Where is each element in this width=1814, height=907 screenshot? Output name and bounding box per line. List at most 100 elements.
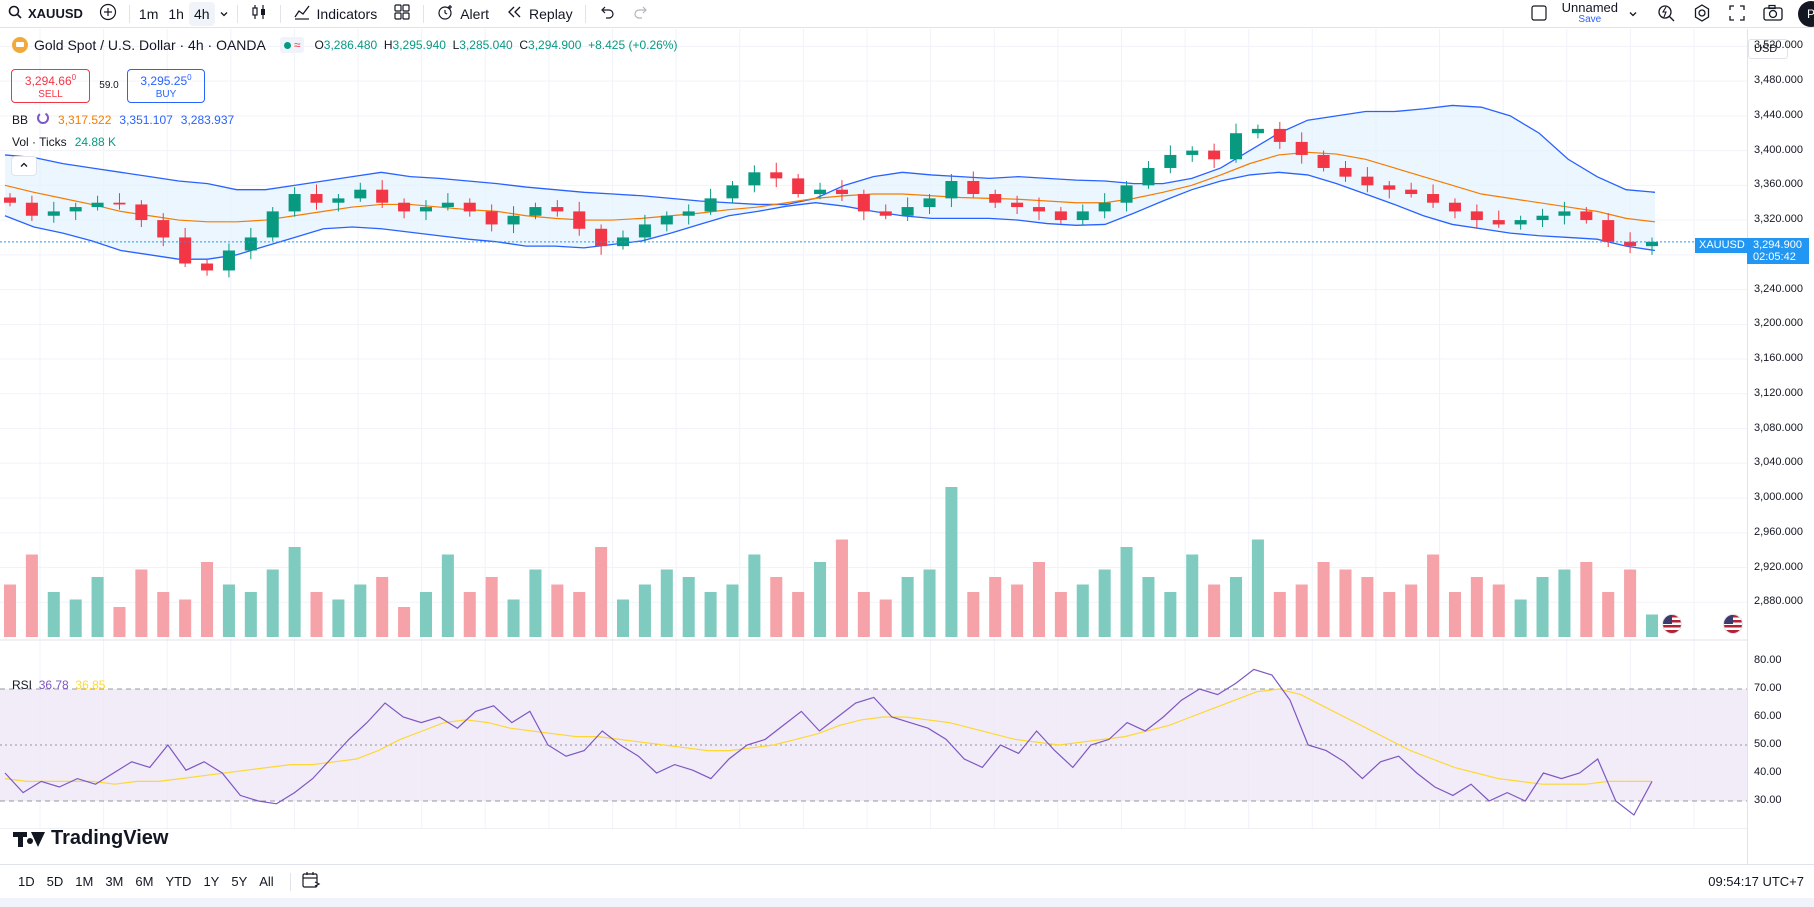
candle-body	[1514, 220, 1527, 225]
symbol-search[interactable]: XAUUSD	[0, 0, 91, 28]
price-tick-label: 3,320.000	[1754, 213, 1803, 226]
volume-bar	[1427, 554, 1440, 637]
templates-button[interactable]	[385, 0, 419, 28]
volume-bar	[69, 599, 82, 637]
lightning-search-icon	[1656, 3, 1676, 26]
candle-body	[310, 194, 323, 203]
goto-date-button[interactable]	[301, 871, 321, 892]
alert-button[interactable]: Alert	[428, 0, 497, 28]
range-button-6m[interactable]: 6M	[135, 874, 154, 889]
chart-canvas[interactable]	[0, 29, 1747, 829]
clock[interactable]: 09:54:17 UTC+7	[1708, 874, 1804, 889]
interval-dropdown[interactable]	[215, 0, 233, 28]
redo-button[interactable]	[624, 0, 658, 28]
layout-name: Unnamed	[1561, 0, 1618, 15]
candle-body	[1361, 176, 1374, 186]
volume-bar	[595, 547, 608, 637]
rsi-legend[interactable]: RSI 36.78 36.85	[12, 678, 105, 692]
candle-body	[879, 211, 892, 216]
tradingview-watermark[interactable]: TradingView	[13, 827, 168, 850]
candle-body	[1448, 202, 1461, 212]
candle-body	[770, 172, 783, 179]
volume-bar	[398, 607, 411, 637]
candle-body	[682, 211, 695, 216]
layout-checkbox[interactable]	[1522, 0, 1556, 28]
buy-button[interactable]: 3,295.250 BUY	[127, 69, 205, 103]
bb-upper-line	[4, 104, 1656, 206]
rsi-label: RSI	[12, 678, 33, 692]
interval-1h[interactable]: 1h	[168, 5, 184, 22]
replay-button[interactable]: Replay	[497, 0, 581, 28]
bb-legend[interactable]: BB 3,317.522 3,351.107 3,283.937	[12, 111, 234, 128]
symbol-title[interactable]: Gold Spot / U.S. Dollar · 4h · OANDA	[34, 37, 266, 53]
indicators-label: Indicators	[316, 5, 378, 22]
volume-bar	[310, 592, 323, 637]
range-button-5y[interactable]: 5Y	[231, 874, 248, 889]
fullscreen-icon	[1728, 4, 1746, 25]
collapse-legend-button[interactable]	[11, 156, 37, 176]
rsi-tick-label: 40.00	[1754, 766, 1782, 778]
volume-bar	[135, 569, 148, 637]
volume-bar	[441, 554, 454, 637]
volume-bar	[1186, 554, 1199, 637]
volume-bar	[1383, 592, 1396, 637]
range-button-1m[interactable]: 1M	[75, 874, 94, 889]
divider	[128, 4, 130, 23]
quick-search-button[interactable]	[1648, 0, 1684, 28]
candle-body	[441, 202, 454, 208]
range-button-1d[interactable]: 1D	[18, 874, 35, 889]
range-button-1y[interactable]: 1Y	[203, 874, 220, 889]
chart-type-button[interactable]	[242, 0, 276, 28]
candle-body	[1273, 128, 1286, 142]
change-value: +8.425 (+0.26%)	[588, 38, 678, 52]
close-key: C	[519, 38, 529, 52]
interval-1m[interactable]: 1m	[138, 5, 159, 22]
candle-body	[529, 207, 542, 216]
candle-body	[1427, 194, 1440, 203]
market-status-badge[interactable]: ≈	[279, 37, 305, 53]
sell-button[interactable]: 3,294.660 SELL	[11, 69, 90, 103]
add-symbol-button[interactable]	[91, 0, 125, 28]
candle-body	[244, 237, 257, 251]
spread-value: 59.0	[99, 80, 119, 91]
price-tick-label: 2,960.000	[1754, 525, 1803, 538]
range-button-3m[interactable]: 3M	[105, 874, 124, 889]
chart-area[interactable]: Gold Spot / U.S. Dollar · 4h · OANDA ≈ O…	[0, 29, 1814, 879]
market-open-dot-icon	[283, 41, 291, 49]
volume-bar	[113, 607, 126, 637]
grid-icon	[393, 3, 411, 24]
candle-body	[201, 263, 214, 271]
volume-value: 24.88 K	[74, 135, 117, 149]
currency-selector[interactable]: USD	[1748, 39, 1788, 59]
range-button-all[interactable]: All	[259, 874, 274, 889]
date-range-buttons: 1D 5D 1M 3M 6M YTD 1Y 5Y All	[12, 874, 280, 889]
range-button-5d[interactable]: 5D	[46, 874, 64, 889]
us-flag-icon[interactable]	[1723, 614, 1743, 634]
rsi-line	[4, 668, 1653, 816]
volume-bar	[25, 554, 38, 637]
replay-label: Replay	[529, 5, 573, 22]
indicators-button[interactable]: Indicators	[285, 0, 386, 28]
candle-body	[1536, 215, 1549, 221]
rsi-tick-label: 30.00	[1754, 794, 1782, 806]
settings-button[interactable]	[1684, 0, 1720, 28]
fullscreen-button[interactable]	[1720, 0, 1754, 28]
layout-dropdown[interactable]	[1624, 0, 1648, 28]
us-flag-icon[interactable]	[1662, 614, 1682, 634]
volume-legend[interactable]: Vol · Ticks 24.88 K	[12, 135, 116, 149]
avatar[interactable]: P	[1798, 1, 1814, 27]
interval-4h[interactable]: 4h	[188, 1, 215, 26]
layout-name-button[interactable]: Unnamed Save	[1556, 0, 1624, 26]
candle-body	[857, 194, 870, 212]
volume-bar	[419, 592, 432, 637]
candle-body	[923, 198, 936, 208]
volume-bar	[1580, 562, 1593, 637]
current-price-value: 3,294.900	[1753, 238, 1802, 251]
undo-button[interactable]	[590, 0, 624, 28]
volume-bar	[1492, 584, 1505, 637]
snapshot-button[interactable]	[1754, 0, 1792, 28]
range-button-ytd[interactable]: YTD	[165, 874, 192, 889]
candle-body	[726, 185, 739, 199]
symbol-name: XAUUSD	[28, 6, 83, 21]
volume-bar	[1295, 584, 1308, 637]
